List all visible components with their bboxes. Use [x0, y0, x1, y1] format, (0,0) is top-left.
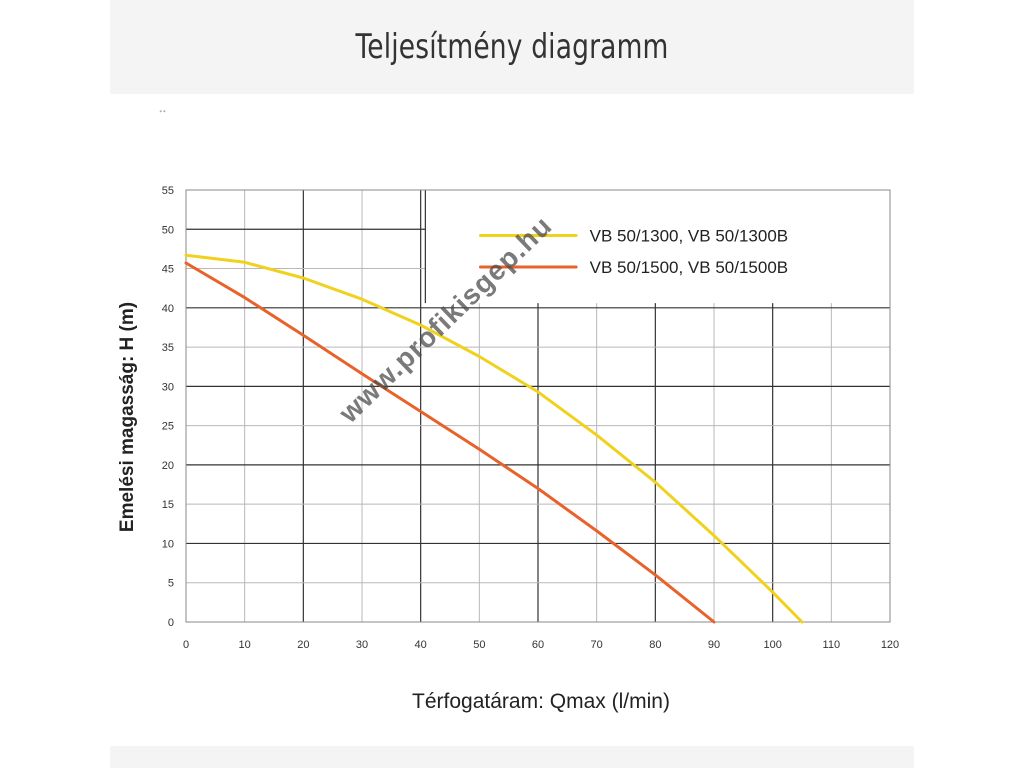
y-tick-label: 35 — [162, 342, 174, 354]
x-tick-label: 100 — [763, 639, 781, 651]
x-tick-label: 40 — [415, 639, 427, 651]
x-tick-label: 60 — [532, 639, 544, 651]
x-tick-label: 30 — [356, 639, 368, 651]
x-axis-title: Térfogatáram: Qmax (l/min) — [412, 690, 670, 713]
y-tick-label: 0 — [168, 617, 174, 629]
y-tick-label: 15 — [162, 499, 174, 511]
footer-band — [110, 746, 914, 768]
y-tick-label: 45 — [162, 264, 174, 276]
legend-label-1: VB 50/1300, VB 50/1300B — [590, 227, 789, 246]
corner-mark: ᐩᐩ — [159, 108, 167, 118]
page-title: Teljesítmény diagramm — [355, 27, 669, 67]
y-tick-label: 10 — [162, 538, 174, 550]
y-tick-label: 55 — [162, 185, 174, 197]
x-tick-label: 50 — [473, 639, 485, 651]
y-tick-label: 50 — [162, 224, 174, 236]
x-tick-label: 20 — [297, 639, 309, 651]
y-tick-label: 30 — [162, 381, 174, 393]
header-band: Teljesítmény diagramm — [110, 0, 914, 94]
y-tick-label: 40 — [162, 303, 174, 315]
series-line-2 — [184, 261, 716, 624]
y-tick-label: 25 — [162, 421, 174, 433]
y-axis-title: Emelési magasság: H (m) — [117, 302, 138, 532]
y-tick-label: 5 — [168, 578, 174, 590]
x-tick-label: 0 — [183, 639, 189, 651]
plot-border — [185, 189, 891, 623]
x-tick-label: 80 — [649, 639, 661, 651]
x-tick-label: 90 — [708, 639, 720, 651]
x-tick-label: 70 — [591, 639, 603, 651]
y-tick-label: 20 — [162, 460, 174, 472]
x-tick-label: 10 — [239, 639, 251, 651]
x-tick-label: 120 — [881, 639, 899, 651]
legend-label-2: VB 50/1500, VB 50/1500B — [590, 258, 789, 277]
series-line-1 — [184, 253, 804, 624]
x-tick-label: 110 — [823, 639, 841, 651]
